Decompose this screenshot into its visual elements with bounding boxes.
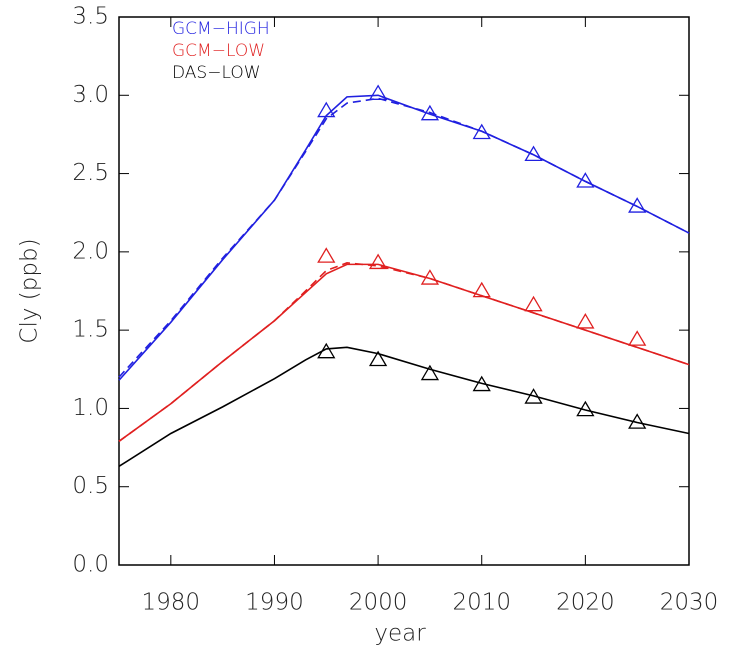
triangle-marker — [368, 84, 388, 100]
triangle-marker — [420, 364, 440, 381]
triangle-marker — [472, 123, 491, 140]
x-tick-label: 2000 — [349, 590, 408, 616]
x-tick-label: 2020 — [556, 590, 615, 616]
triangle-marker — [524, 295, 543, 312]
y-tick-label: 3.0 — [72, 82, 109, 108]
plot-frame — [118, 16, 690, 566]
triangle-marker — [576, 172, 595, 188]
y-tick-label: 2.0 — [72, 238, 109, 264]
x-tick-label: 1990 — [245, 590, 304, 616]
y-axis-label: Cly (ppb) — [17, 238, 43, 343]
legend-entry: DAS−LOW — [172, 63, 261, 83]
triangle-marker — [628, 413, 647, 429]
triangle-marker — [524, 388, 543, 404]
triangle-marker — [524, 145, 543, 162]
triangle-marker — [368, 350, 388, 367]
triangle-marker — [420, 269, 440, 285]
triangle-marker — [628, 330, 647, 346]
triangle-marker — [576, 313, 595, 329]
y-tick-label: 2.5 — [72, 160, 109, 186]
series-line — [118, 346, 690, 468]
triangle-marker — [420, 104, 440, 121]
x-tick-label: 2030 — [660, 590, 719, 616]
triangle-marker — [317, 342, 336, 359]
triangle-marker — [368, 253, 388, 270]
triangle-marker — [317, 247, 336, 263]
series-dashed-line — [118, 97, 690, 378]
legend-entry: GCM−LOW — [172, 41, 265, 61]
y-tick-label: 0.5 — [72, 473, 109, 499]
triangle-marker — [472, 375, 491, 392]
x-axis-label: year — [374, 621, 426, 647]
y-tick-label: 1.5 — [72, 317, 109, 343]
series-dashed-line — [118, 262, 690, 442]
series-line — [118, 94, 690, 381]
legend-entry: GCM−HIGH — [172, 19, 270, 39]
y-tick-label: 0.0 — [72, 552, 109, 578]
x-tick-label: 1980 — [142, 590, 201, 616]
y-tick-label: 3.5 — [72, 4, 109, 30]
triangle-marker — [317, 101, 336, 118]
triangle-marker — [472, 281, 491, 298]
x-tick-label: 2010 — [452, 590, 511, 616]
y-tick-label: 1.0 — [72, 395, 109, 421]
triangle-marker — [576, 400, 595, 417]
triangle-marker — [628, 197, 647, 213]
